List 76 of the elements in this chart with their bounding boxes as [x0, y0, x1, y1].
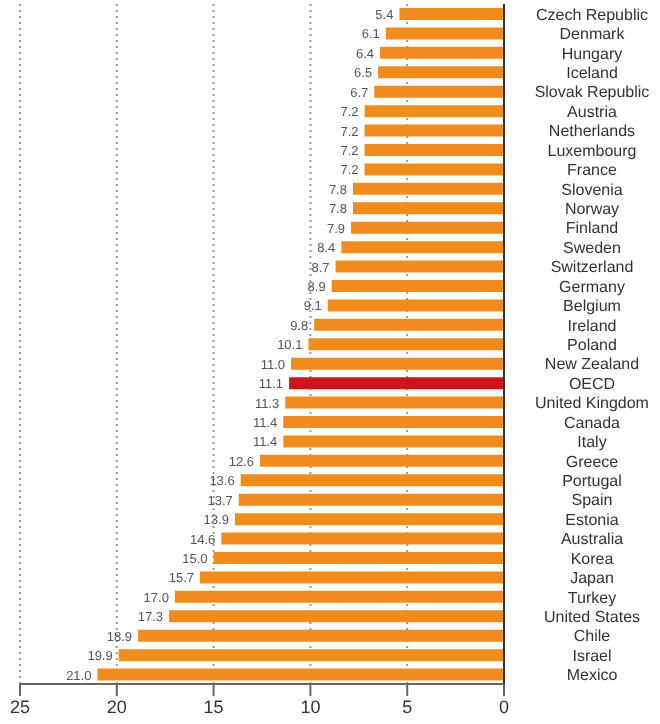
- y-tick-label: Czech Republic: [535, 5, 649, 24]
- x-tick-label: 20: [106, 696, 127, 717]
- bar: [174, 590, 504, 603]
- y-tick-label: Poland: [567, 336, 617, 354]
- y-tick-label: Germany: [559, 277, 625, 296]
- y-tick-label: Austria: [567, 102, 618, 121]
- bar: [352, 202, 504, 215]
- y-tick-label: Slovak Republic: [534, 83, 650, 102]
- y-tick-label: Japan: [570, 569, 614, 588]
- y-tick-label: Canada: [563, 413, 622, 432]
- y-tick-label: Australia: [560, 530, 625, 549]
- bar: [364, 144, 504, 156]
- bar: [283, 435, 504, 448]
- y-tick-label: Estonia: [565, 510, 620, 529]
- bar: [341, 241, 504, 254]
- bar: [364, 124, 504, 137]
- x-tick-label: 25: [9, 696, 31, 717]
- bar: [285, 396, 504, 409]
- bar: [351, 221, 504, 234]
- bar: [234, 513, 504, 526]
- y-tick-label: Sweden: [563, 238, 621, 257]
- y-tick-label: Slovenia: [561, 180, 624, 199]
- bar: [308, 338, 504, 351]
- y-tick-label: Netherlands: [548, 122, 636, 141]
- y-tick-label: Korea: [570, 549, 615, 568]
- y-tick-label: United Kingdom: [535, 394, 650, 413]
- bar: [364, 105, 504, 118]
- bar: [378, 66, 504, 79]
- y-tick-label: New Zealand: [544, 355, 640, 374]
- bar: [380, 46, 504, 59]
- y-tick-label: Israel: [572, 646, 613, 665]
- y-tick-label: OECD: [568, 374, 616, 393]
- bar: [289, 377, 504, 390]
- bar: [138, 629, 504, 642]
- bar: [97, 668, 504, 681]
- bar: [327, 299, 504, 312]
- y-tick-label: Portugal: [562, 472, 623, 490]
- y-tick-label: Denmark: [559, 25, 627, 44]
- y-tick-label: Belgium: [563, 297, 622, 316]
- y-tick-label: Finland: [565, 219, 619, 238]
- bar: [238, 493, 504, 506]
- x-tick-label: 0: [498, 696, 510, 717]
- bar: [314, 318, 504, 331]
- y-tick-label: Ireland: [567, 316, 617, 335]
- y-tick-label: Mexico: [566, 666, 619, 685]
- bar: [335, 260, 504, 273]
- y-tick-label: Spain: [571, 491, 613, 510]
- y-tick-label: Turkey: [567, 588, 617, 607]
- y-tick-label: Luxembourg: [547, 141, 637, 160]
- y-tick-label: Greece: [565, 452, 620, 471]
- y-tick-label: France: [567, 161, 618, 180]
- y-tick-label: Italy: [577, 433, 607, 452]
- bar: [118, 649, 504, 662]
- y-tick-label: United States: [543, 608, 641, 626]
- bar: [283, 416, 504, 428]
- bar: [240, 474, 504, 487]
- y-tick-label: Switzerland: [550, 258, 634, 277]
- bar: [213, 552, 504, 564]
- bar: [331, 280, 504, 292]
- bar: [200, 571, 504, 584]
- y-tick-label: Norway: [564, 200, 620, 218]
- bar: [374, 85, 504, 98]
- y-tick-label: Chile: [573, 627, 612, 646]
- bar: [260, 454, 504, 467]
- x-tick-label: 5: [402, 696, 413, 717]
- bar: [169, 610, 504, 623]
- bar: [352, 182, 504, 195]
- x-tick-label: 15: [203, 696, 224, 717]
- bar: [364, 163, 504, 176]
- x-tick-label: 10: [300, 696, 321, 717]
- bar: [399, 8, 504, 20]
- y-tick-label: Hungary: [561, 44, 623, 63]
- bar: [385, 27, 504, 40]
- y-tick-label: Iceland: [566, 64, 618, 82]
- bar: [291, 357, 504, 370]
- bar: [221, 532, 504, 545]
